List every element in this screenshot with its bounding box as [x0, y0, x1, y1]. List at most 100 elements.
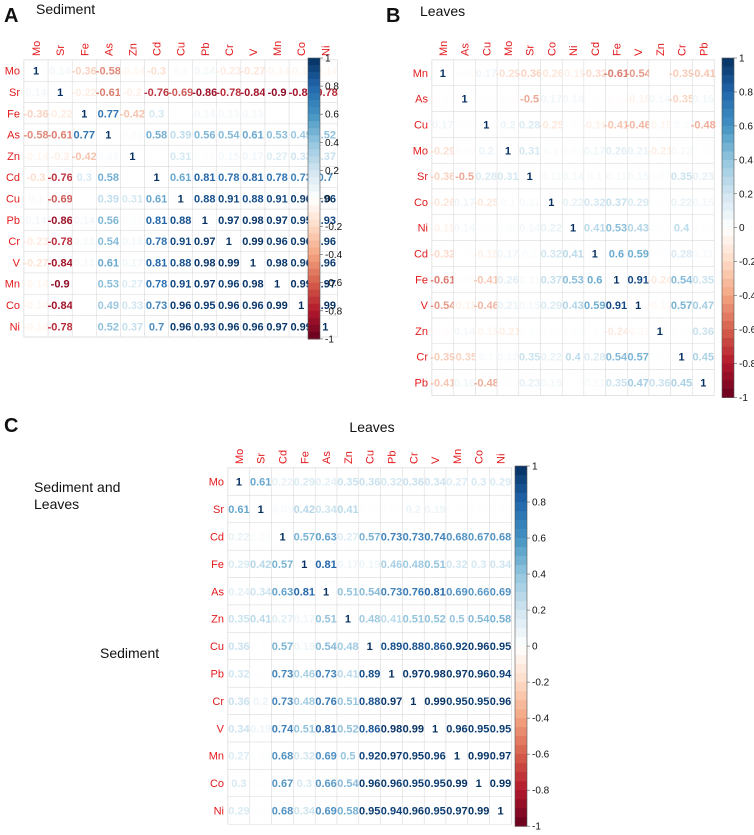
cell-value: -0.23 [216, 66, 241, 78]
cell-value: 0.1 [544, 145, 559, 157]
row-label-v: V [421, 300, 429, 312]
cell-value: 0.99 [468, 751, 489, 763]
colorbar-segment [722, 354, 734, 364]
column-label: Ni [496, 454, 508, 464]
cell-value: 0.51 [403, 614, 424, 626]
row-label-zn: Zn [415, 326, 428, 338]
cell-value: 0.33 [290, 151, 311, 163]
cell-value: -0.78 [48, 321, 73, 333]
cell-value: 0.88 [242, 193, 263, 205]
cell-value: 0.1 [674, 120, 689, 132]
row-label-ni: Ni [418, 223, 428, 235]
colorbar-segment [308, 177, 320, 185]
cell-value: 0.13 [218, 108, 239, 120]
cell-value: 0.98 [266, 257, 287, 269]
colorbar-segment [308, 86, 320, 94]
cell-value: 0.09 [272, 504, 293, 516]
cell-value: 0.29 [490, 477, 511, 489]
cell-value: 0.61 [146, 193, 167, 205]
colorbar-segment [308, 240, 320, 249]
cell-value: 0.59 [584, 300, 605, 312]
cell-value: 0.31 [122, 193, 143, 205]
cell-value: 0.05 [693, 223, 714, 235]
cell-value: -0.26 [430, 197, 455, 209]
cell-value: 0.31 [519, 145, 540, 157]
cell-value: 0.97 [266, 321, 287, 333]
cell-value: 0.66 [468, 586, 489, 598]
cell-value: -0.05 [604, 94, 629, 106]
cell-value: 0.94 [490, 669, 512, 681]
cell-value: 0.57 [671, 300, 692, 312]
cell-value: 1 [527, 171, 533, 183]
colorbar-tick-label: -1 [325, 334, 334, 345]
colorbar-segment [308, 128, 320, 136]
row-label-co: Co [414, 197, 428, 209]
cell-value: 0.53 [562, 274, 583, 286]
colorbar-segment [515, 529, 527, 539]
cell-value: -0.05 [430, 94, 455, 106]
panel-title: Leaves [349, 419, 394, 435]
cell-value: 0.76 [403, 586, 424, 598]
side-label-line: Leaves [34, 496, 79, 512]
row-label-pb: Pb [7, 215, 20, 227]
colorbar-segment [515, 808, 527, 818]
cell-value: -0.14 [24, 321, 50, 333]
column-label: Cu [365, 450, 377, 464]
colorbar-segment [722, 202, 734, 212]
cell-value: -0.05 [495, 94, 520, 106]
cell-value: 0.22 [541, 223, 562, 235]
cell-value: 0.76 [315, 696, 336, 708]
cell-value: -0.12 [647, 300, 672, 312]
cell-value: 0.29 [228, 806, 249, 818]
cell-value: 1 [410, 696, 416, 708]
colorbar-segment [308, 303, 320, 312]
row-label-fe: Fe [415, 274, 428, 286]
cell-value: -0.05 [452, 274, 477, 286]
cell-value: -0.27 [24, 257, 49, 269]
colorbar-segment [515, 700, 527, 710]
colorbar-segment [308, 100, 320, 108]
cell-value: 1 [57, 87, 63, 99]
cell-value: 0.81 [294, 586, 315, 598]
cell-value: 0.48 [403, 559, 424, 571]
colorbar-segment [308, 275, 320, 284]
cell-value: 0.47 [627, 378, 648, 390]
colorbar-segment [722, 321, 734, 331]
colorbar-segment [308, 114, 320, 122]
cell-value: 0.14 [25, 87, 47, 99]
column-label: V [633, 48, 645, 56]
colorbar-tick-label: -1 [739, 393, 748, 404]
colorbar-segment [722, 329, 734, 339]
colorbar-tick-label: -0.6 [532, 750, 550, 761]
cell-value: 0.96 [242, 321, 263, 333]
cell-value: 0.15 [541, 378, 562, 390]
cell-value: 1 [250, 257, 256, 269]
cell-value: 0.99 [218, 257, 239, 269]
colorbar-segment [515, 646, 527, 656]
cell-value: -0.35 [669, 94, 694, 106]
cell-value: 0.35 [228, 614, 249, 626]
cell-value: -0.42 [72, 151, 97, 163]
cell-value: -0.19 [474, 249, 499, 261]
colorbar-tick-label: 0 [739, 223, 745, 234]
cell-value: 0.68 [272, 751, 293, 763]
cell-value: 0.1 [479, 352, 494, 364]
cell-value: 0.45 [693, 352, 714, 364]
colorbar-segment [308, 254, 320, 263]
cell-value: 0.12 [497, 352, 518, 364]
cell-value: 0.11 [606, 171, 627, 183]
colorbar-segment [308, 310, 320, 319]
cell-value: 0.4 [674, 223, 690, 235]
cell-value: 0.95 [424, 778, 445, 790]
cell-value: 0.37 [606, 197, 627, 209]
row-label-mn: Mn [209, 751, 224, 763]
colorbar-segment [722, 380, 734, 390]
column-label: Pb [200, 43, 212, 56]
cell-value: -0.36 [24, 108, 49, 120]
column-label: Mn [452, 449, 464, 464]
cell-value: 0.97 [446, 806, 467, 818]
cell-value: 0.26 [606, 145, 627, 157]
cell-value: 0.98 [424, 669, 445, 681]
cell-value: 1 [440, 68, 446, 80]
